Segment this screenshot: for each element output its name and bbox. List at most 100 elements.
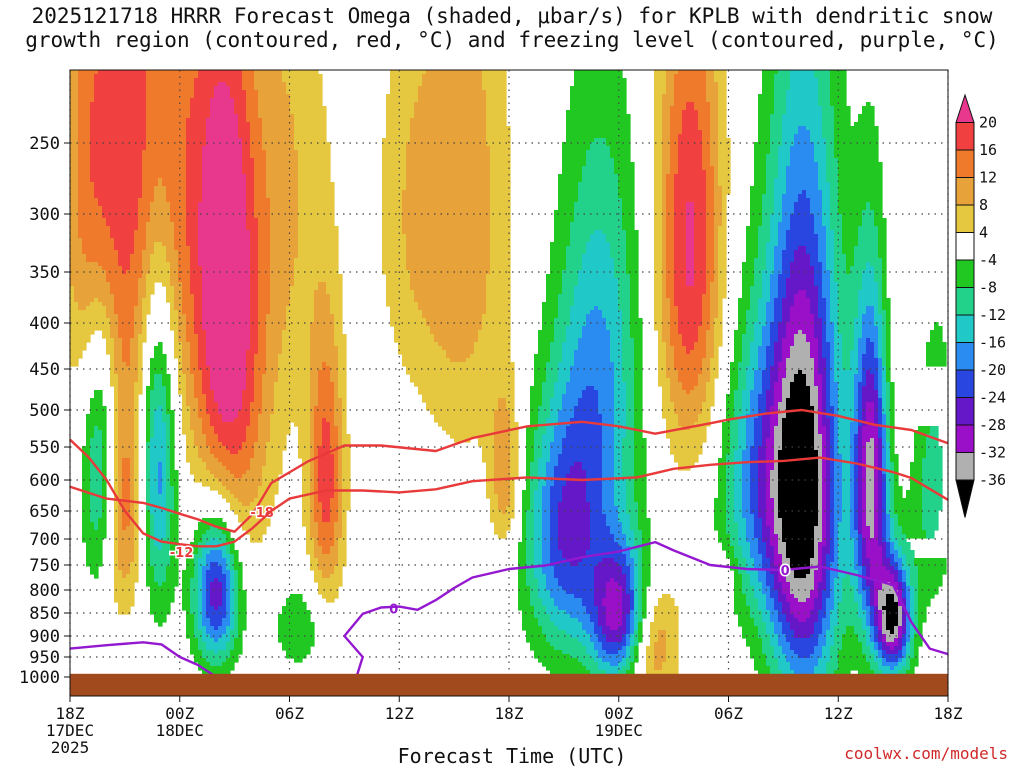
omega-cell	[850, 474, 855, 479]
omega-cell	[722, 430, 731, 435]
omega-cell	[142, 306, 151, 311]
omega-cell	[90, 454, 103, 459]
omega-cell	[662, 298, 671, 303]
omega-cell	[542, 318, 555, 323]
omega-cell	[302, 470, 311, 475]
omega-cell	[830, 342, 835, 347]
omega-cell	[722, 214, 727, 219]
omega-cell	[90, 118, 147, 123]
omega-cell	[382, 154, 407, 159]
omega-cell	[294, 134, 327, 139]
omega-cell	[822, 498, 827, 503]
omega-cell	[750, 486, 759, 491]
omega-cell	[766, 258, 775, 263]
omega-cell	[190, 466, 207, 471]
omega-cell	[90, 158, 143, 163]
omega-cell	[782, 262, 791, 267]
omega-cell	[194, 82, 219, 87]
omega-cell	[598, 306, 619, 311]
omega-cell	[246, 222, 259, 227]
omega-cell	[662, 214, 667, 219]
omega-cell	[202, 314, 251, 319]
omega-cell	[82, 238, 115, 243]
omega-cell	[882, 402, 887, 407]
omega-cell	[634, 350, 643, 355]
omega-cell	[614, 474, 623, 479]
omega-cell	[706, 178, 715, 183]
omega-cell	[858, 414, 863, 419]
omega-cell	[754, 382, 763, 387]
omega-cell	[702, 406, 711, 411]
omega-cell	[266, 462, 283, 467]
omega-cell	[526, 450, 535, 455]
omega-cell	[554, 386, 567, 391]
omega-cell	[846, 254, 855, 259]
omega-cell	[678, 322, 703, 327]
omega-cell	[182, 410, 191, 415]
omega-cell	[494, 426, 511, 431]
omega-cell	[854, 454, 859, 459]
omega-cell	[70, 178, 79, 183]
omega-cell	[334, 414, 343, 419]
omega-cell	[166, 286, 175, 291]
omega-cell	[146, 426, 151, 431]
omega-cell	[386, 130, 411, 135]
omega-cell	[782, 346, 791, 351]
omega-cell	[562, 394, 583, 399]
omega-cell	[666, 214, 675, 219]
omega-cell	[830, 286, 839, 291]
omega-cell	[550, 402, 563, 407]
omega-cell	[230, 490, 259, 495]
omega-cell	[862, 470, 867, 475]
omega-cell	[186, 182, 203, 187]
omega-cell	[490, 186, 511, 191]
omega-cell	[790, 318, 815, 323]
omega-cell	[826, 238, 835, 243]
omega-cell	[186, 126, 207, 131]
omega-cell	[714, 502, 727, 507]
omega-cell	[834, 346, 843, 351]
omega-cell	[786, 110, 823, 115]
omega-cell	[522, 494, 531, 499]
omega-cell	[562, 146, 591, 151]
omega-cell	[662, 154, 671, 159]
omega-cell	[530, 470, 539, 475]
omega-cell	[206, 462, 223, 467]
omega-cell	[766, 190, 775, 195]
omega-cell	[766, 250, 775, 255]
omega-cell	[662, 106, 671, 111]
omega-cell	[602, 482, 615, 487]
omega-cell	[674, 294, 703, 299]
omega-cell	[630, 326, 643, 331]
omega-cell	[210, 386, 247, 391]
omega-cell	[70, 82, 79, 87]
omega-cell	[758, 302, 767, 307]
omega-cell	[106, 342, 115, 347]
omega-cell	[310, 482, 315, 487]
omega-cell	[858, 226, 879, 231]
omega-cell	[566, 114, 631, 119]
omega-cell	[142, 318, 147, 323]
omega-cell	[186, 118, 207, 123]
chart-title: 2025121718 HRRR Forecast Omega (shaded, …	[0, 4, 1024, 52]
omega-cell	[774, 362, 779, 367]
omega-cell	[866, 206, 871, 211]
omega-cell	[838, 294, 859, 299]
omega-cell	[70, 190, 79, 195]
omega-cell	[702, 294, 711, 299]
omega-cell	[162, 478, 167, 483]
omega-cell	[122, 350, 131, 355]
omega-cell	[182, 406, 191, 411]
omega-cell	[822, 406, 827, 411]
omega-cell	[162, 182, 187, 187]
omega-cell	[654, 266, 663, 271]
omega-cell	[302, 502, 311, 507]
omega-cell	[674, 198, 707, 203]
omega-cell	[770, 426, 775, 431]
omega-cell	[882, 334, 887, 339]
omega-cell	[534, 446, 543, 451]
omega-cell	[206, 438, 219, 443]
omega-cell	[90, 178, 143, 183]
omega-cell	[134, 462, 139, 467]
omega-cell	[622, 214, 635, 219]
